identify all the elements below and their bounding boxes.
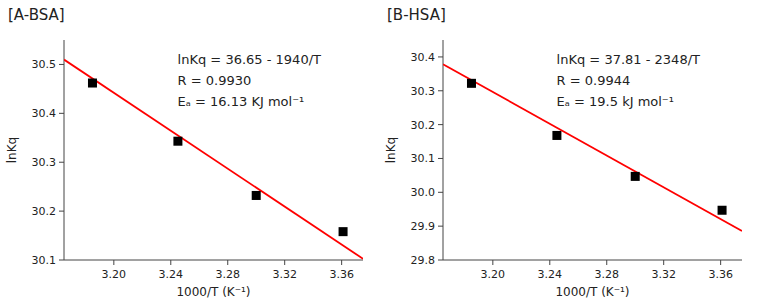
panel: 3.20 3.24 3.28 3.32 3.36 29.8 29.9 30.0 30.1 30.2…	[384, 6, 742, 299]
x-tick-label: 3.20	[102, 268, 127, 281]
y-tick-label: 30.1	[32, 254, 57, 267]
x-axis-line	[443, 260, 742, 261]
x-tick-label: 3.36	[708, 268, 733, 281]
x-tick	[284, 260, 285, 265]
y-tick	[59, 260, 64, 261]
y-tick	[438, 56, 443, 57]
y-tick	[59, 64, 64, 65]
y-axis-line	[64, 40, 65, 260]
x-tick	[113, 260, 114, 265]
x-axis-line	[64, 260, 363, 261]
y-tick-label: 29.8	[411, 254, 436, 267]
x-tick-label: 3.28	[594, 268, 619, 281]
y-tick-label: 30.0	[411, 186, 436, 199]
data-point	[631, 172, 640, 181]
data-point	[88, 79, 97, 88]
y-tick-label: 30.5	[32, 58, 57, 71]
annotation: Eₐ = 19.5 kJ mol⁻¹	[557, 94, 674, 109]
y-tick-label: 30.2	[411, 119, 436, 132]
annotation: Eₐ = 16.13 KJ mol⁻¹	[178, 94, 305, 109]
x-tick-label: 3.20	[481, 268, 506, 281]
x-axis-label: 1000/T (K⁻¹)	[176, 285, 250, 299]
annotation: lnKq = 37.81 - 2348/T	[557, 52, 700, 67]
y-axis-line	[443, 40, 444, 260]
x-tick	[170, 260, 171, 265]
y-tick	[438, 260, 443, 261]
data-point	[173, 137, 182, 146]
panel-label: [B-HSA]	[387, 6, 446, 24]
y-tick-label: 30.1	[411, 152, 436, 165]
y-tick-label: 30.3	[411, 85, 436, 98]
annotation: lnKq = 36.65 - 1940/T	[178, 52, 321, 67]
data-point	[339, 227, 348, 236]
annotation: R = 0.9930	[178, 73, 252, 88]
y-tick	[59, 211, 64, 212]
x-tick-label: 3.32	[651, 268, 676, 281]
x-tick	[227, 260, 228, 265]
x-tick-label: 3.24	[538, 268, 563, 281]
y-tick	[438, 226, 443, 227]
y-axis-label: lnKq	[384, 137, 398, 163]
chart-root: 3.20 3.24 3.28 3.32 3.36 30.1 30.2 30.3 30.4 30.5…	[0, 0, 758, 304]
y-tick-label: 29.9	[411, 220, 436, 233]
y-tick-label: 30.4	[411, 51, 436, 64]
y-tick	[438, 90, 443, 91]
x-tick-label: 3.36	[329, 268, 354, 281]
x-tick-label: 3.32	[272, 268, 297, 281]
y-tick-label: 30.3	[32, 156, 57, 169]
x-axis-label: 1000/T (K⁻¹)	[555, 285, 629, 299]
y-tick-label: 30.2	[32, 205, 57, 218]
annotation: R = 0.9944	[557, 73, 631, 88]
y-tick	[438, 192, 443, 193]
x-tick-label: 3.28	[215, 268, 240, 281]
panel-label: [A-BSA]	[8, 6, 65, 24]
y-tick	[59, 162, 64, 163]
plot-area	[64, 60, 363, 259]
x-tick	[663, 260, 664, 265]
regression-line	[64, 60, 363, 259]
x-tick	[492, 260, 493, 265]
plot-area	[443, 64, 742, 231]
panel: 3.20 3.24 3.28 3.32 3.36 30.1 30.2 30.3 30.4 30.5…	[5, 6, 363, 299]
data-point	[252, 191, 261, 200]
y-tick	[438, 158, 443, 159]
x-tick	[720, 260, 721, 265]
x-tick	[549, 260, 550, 265]
x-tick	[606, 260, 607, 265]
y-axis-label: lnKq	[5, 137, 19, 163]
y-tick	[59, 113, 64, 114]
x-tick	[341, 260, 342, 265]
y-tick	[438, 124, 443, 125]
data-point	[718, 206, 727, 215]
data-point	[552, 131, 561, 140]
data-point	[467, 79, 476, 88]
regression-line	[443, 64, 742, 231]
y-tick-label: 30.4	[32, 107, 57, 120]
x-tick-label: 3.24	[159, 268, 184, 281]
